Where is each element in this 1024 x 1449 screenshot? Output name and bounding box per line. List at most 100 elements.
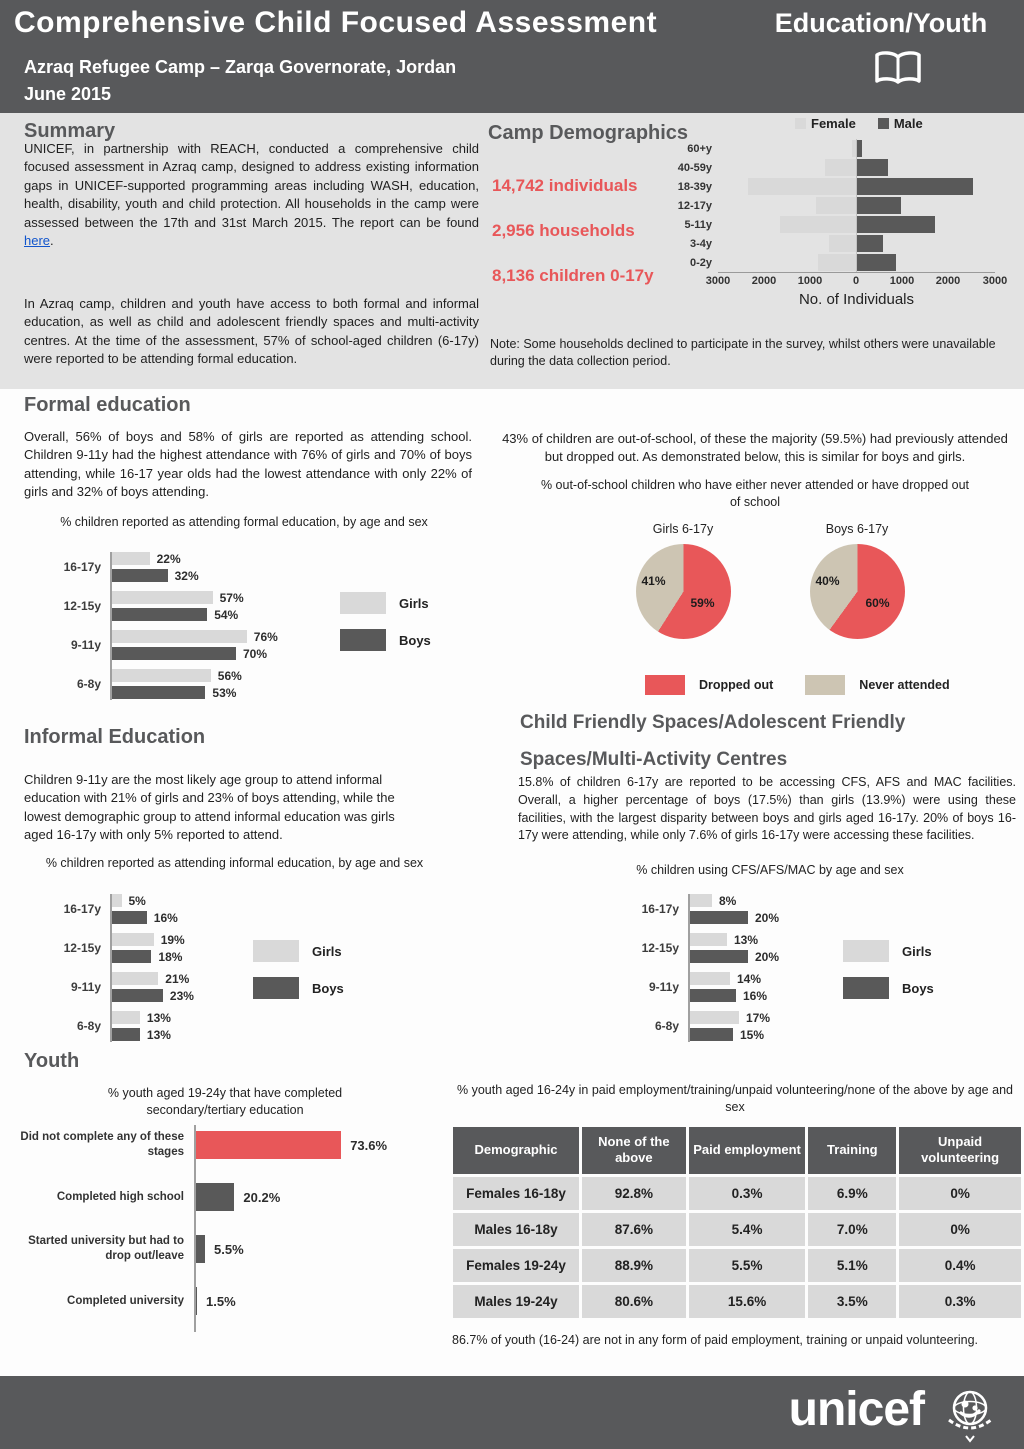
bar-value-label: 13%	[146, 1027, 171, 1042]
bar-value-label: 16%	[153, 910, 178, 925]
boys-bar	[110, 950, 152, 963]
girls-bar	[110, 933, 154, 946]
report-link[interactable]: here	[24, 233, 51, 249]
bar-row: Completed university 1.5%	[12, 1281, 460, 1321]
chart-category-label: Did not complete any of these stages	[20, 1131, 184, 1158]
bar-value-label: 54%	[214, 607, 239, 622]
bar-value-label: 13%	[734, 932, 759, 947]
boys-bar	[110, 647, 236, 660]
female-bar	[748, 178, 856, 195]
stat-children: 8,136 children 0-17y	[492, 266, 654, 285]
bar-value-label: 20%	[755, 949, 780, 964]
chart-category-label: 9-11y	[648, 980, 679, 994]
table-cell: 88.9%	[582, 1248, 686, 1282]
legend-male-label: Male	[893, 116, 923, 131]
boys-bar	[110, 686, 206, 699]
female-bar	[851, 140, 856, 157]
summary-paragraph-1-text: UNICEF, in partnership with REACH, condu…	[24, 141, 479, 230]
axis-tick-label: 1000	[889, 275, 915, 287]
formal-chart-title: % children reported as attending formal …	[60, 515, 428, 529]
girls-swatch-icon	[253, 940, 299, 962]
pie-slice-label: 60%	[865, 596, 890, 610]
summary-heading: Summary	[24, 120, 116, 142]
male-swatch-icon	[877, 118, 889, 129]
youth-bar	[194, 1183, 235, 1211]
girls-bar	[688, 894, 712, 907]
table-row: Males 16-18y 87.6% 5.4% 7.0% 0%	[453, 1212, 1021, 1246]
table-cell: 5.1%	[808, 1248, 897, 1282]
chart-category-label: 9-11y	[70, 980, 101, 994]
pie-slice-label: 59%	[690, 596, 715, 610]
bar-value-label: 70%	[243, 646, 268, 661]
summary-paragraph-1-period: .	[50, 233, 54, 249]
female-bar	[824, 159, 856, 176]
pie-title: Girls 6-17y	[652, 522, 714, 536]
chart-category-label: 16-17y	[641, 902, 679, 916]
table-header-cell: Training	[808, 1127, 897, 1174]
age-label: 3-4y	[689, 237, 712, 250]
footer: unicef	[0, 1376, 1024, 1449]
informal-education-chart: 16-17y 5% 16% 12-15y 19% 18% 9-11y 21% 2…	[30, 892, 460, 1048]
table-cell: Females 16-18y	[453, 1176, 580, 1210]
bar-group: 16-17y 22% 32%	[30, 550, 460, 584]
youth-bar	[194, 1287, 197, 1315]
demographics-note: Note: Some households declined to partic…	[490, 337, 996, 368]
bar-value-label: 76%	[253, 629, 278, 644]
youth-bar	[194, 1235, 205, 1263]
chart-legend: Girls Boys	[843, 940, 934, 999]
pyramid-row: 18-39y	[650, 177, 1012, 196]
pyramid-row: 12-17y	[650, 196, 1012, 215]
pie-legend: Dropped out Never attended	[645, 675, 950, 695]
female-bar	[817, 254, 856, 271]
chart-category-label: 6-8y	[76, 1019, 101, 1033]
demographics-heading: Camp Demographics	[488, 122, 689, 144]
girls-legend-label: Girls	[902, 943, 932, 959]
boys-bar	[688, 989, 736, 1002]
female-bar	[779, 216, 856, 233]
pyramid-row: 3-4y	[650, 234, 1012, 253]
girls-bar	[688, 1011, 739, 1024]
bar-value-label: 21%	[165, 971, 190, 986]
summary-paragraph-1: UNICEF, in partnership with REACH, condu…	[24, 140, 479, 251]
male-bar	[856, 140, 862, 157]
boys-bar	[110, 608, 208, 621]
table-cell: 0.3%	[688, 1176, 806, 1210]
bar-group: 9-11y 21% 23%	[30, 970, 460, 1004]
chart-category-label: 6-8y	[76, 677, 101, 691]
girls-bar	[688, 933, 727, 946]
table-row: Males 19-24y 80.6% 15.6% 3.5% 0.3%	[453, 1284, 1021, 1318]
cfs-heading-line2: Spaces/Multi-Activity Centres	[520, 749, 788, 770]
male-bar	[856, 254, 896, 271]
out-of-school-text: 43% of children are out-of-school, of th…	[502, 431, 1008, 464]
age-label: 60+y	[687, 142, 712, 155]
chart-category-label: Completed university	[67, 1294, 184, 1307]
bar-value-label: 20%	[755, 910, 780, 925]
pyramid-row: 40-59y	[650, 158, 1012, 177]
axis-tick-label: 0	[852, 275, 860, 287]
legend-male: Male	[877, 116, 923, 131]
boys-bar	[688, 911, 748, 924]
boys-legend-label: Boys	[399, 632, 431, 648]
table-row: Females 19-24y 88.9% 5.5% 5.1% 0.4%	[453, 1248, 1021, 1282]
bar-group: 6-8y 13% 13%	[30, 1009, 460, 1043]
stat-individuals: 14,742 individuals	[492, 176, 638, 195]
table-cell: 0.4%	[899, 1248, 1021, 1282]
bar-group: 9-11y 76% 70%	[30, 628, 460, 662]
out-of-school-chart-title: % out-of-school children who have either…	[540, 478, 970, 509]
unicef-emblem-icon	[938, 1380, 1002, 1449]
y-axis-line	[688, 894, 690, 1042]
header: Comprehensive Child Focused Assessment A…	[0, 0, 1024, 113]
bar-value-label: 20.2%	[243, 1189, 281, 1205]
bar-group: 6-8y 17% 15%	[620, 1009, 1020, 1043]
age-label: 0-2y	[689, 256, 712, 269]
pie-slice-label: 40%	[815, 574, 840, 588]
pyramid-row: 0-2y	[650, 253, 1012, 272]
boys-swatch-icon	[843, 977, 889, 999]
never-attended-swatch-icon	[805, 675, 846, 695]
legend-female: Female	[795, 116, 856, 131]
age-label: 18-39y	[677, 180, 712, 193]
youth-bar-red	[194, 1131, 342, 1159]
boys-pie: 40% 60%	[809, 544, 905, 639]
bar-value-label: 56%	[217, 668, 242, 683]
bar-value-label: 18%	[158, 949, 183, 964]
